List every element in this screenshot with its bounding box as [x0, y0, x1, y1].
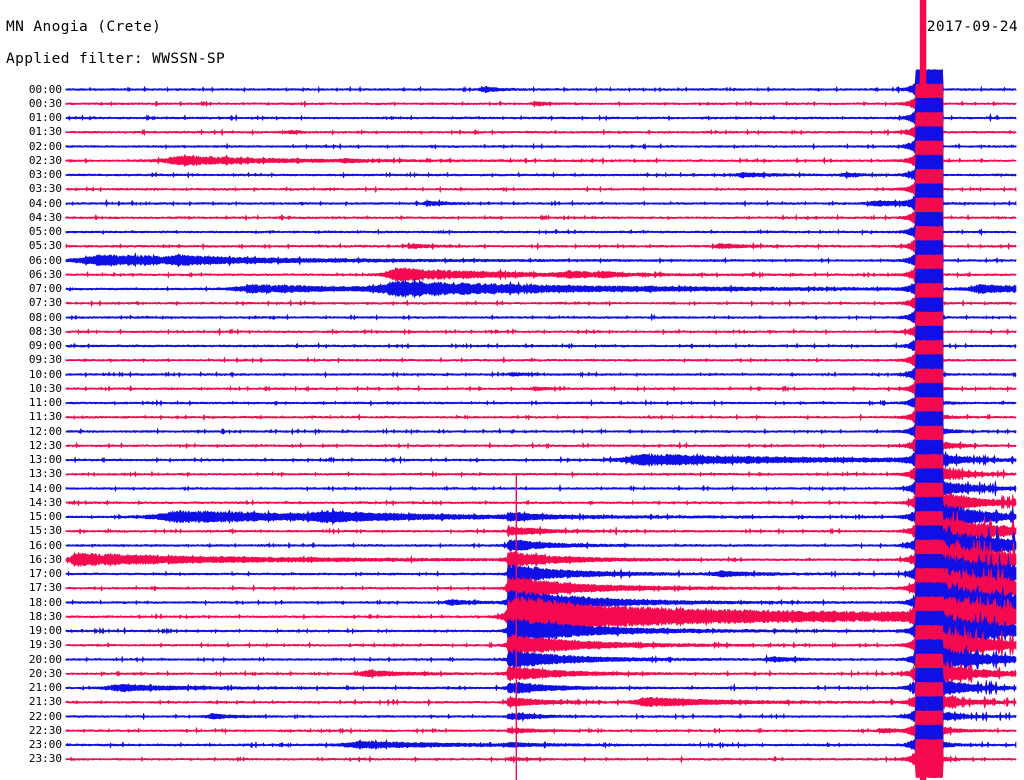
saturated-event-marker [919, 0, 927, 90]
time-axis-label: 13:00 [28, 453, 62, 466]
time-axis-label: 11:30 [28, 410, 62, 424]
time-axis: 00:00 00:30 01:00 01:30 02:00 02:30 03:00 03:30… [0, 0, 66, 780]
time-axis-label: 04:30 [28, 210, 62, 224]
time-axis-label: 22:30 [28, 723, 62, 737]
time-axis-label: 10:00 [28, 367, 62, 381]
time-axis-label: 10:30 [28, 381, 62, 395]
time-axis-label: 07:30 [28, 296, 62, 310]
time-axis-label: 16:00 [28, 538, 62, 552]
time-axis-label: 04:00 [28, 196, 62, 210]
time-axis-label: 08:00 [28, 310, 62, 324]
applied-filter-label: Applied filter: WWSSN-SP [6, 51, 226, 67]
page-title: MN Anogia (Crete) [6, 19, 162, 35]
time-axis-label: 02:30 [28, 153, 62, 167]
time-axis-label: 17:00 [28, 567, 62, 580]
time-axis-label: 00:00 [28, 82, 62, 96]
time-axis-label: 02:00 [28, 139, 62, 153]
time-axis-label: 06:00 [28, 253, 62, 267]
time-axis-label: 15:30 [28, 524, 62, 538]
time-axis-label: 19:30 [28, 638, 62, 652]
time-axis-label: 03:30 [28, 182, 62, 196]
time-axis-label: 23:30 [28, 752, 62, 766]
time-axis-label: 01:00 [28, 111, 62, 124]
time-axis-label: 14:00 [28, 481, 62, 495]
time-axis-label: 06:30 [28, 267, 62, 281]
time-axis-label: 13:30 [28, 467, 62, 481]
time-axis-label: 01:30 [28, 125, 62, 139]
time-axis-label: 21:30 [28, 695, 62, 709]
time-axis-label: 05:30 [28, 239, 62, 253]
time-axis-label: 00:30 [28, 96, 62, 110]
time-axis-label: 09:00 [28, 339, 62, 352]
saturated-event-marker-bottom [919, 759, 927, 780]
time-axis-label: 15:00 [28, 510, 62, 523]
time-axis-label: 16:30 [28, 552, 62, 566]
time-axis-label: 22:00 [28, 709, 62, 723]
time-axis-label: 20:30 [28, 666, 62, 680]
time-axis-label: 19:00 [28, 624, 62, 637]
time-axis-label: 17:30 [28, 581, 62, 595]
time-axis-label: 03:00 [28, 168, 62, 181]
time-axis-label: 08:30 [28, 324, 62, 338]
time-axis-label: 18:00 [28, 595, 62, 609]
time-axis-label: 11:00 [28, 396, 62, 409]
time-axis-label: 14:30 [28, 495, 62, 509]
time-axis-label: 09:30 [28, 353, 62, 367]
time-axis-label: 20:00 [28, 652, 62, 666]
time-axis-label: 21:00 [28, 681, 62, 694]
time-axis-label: 05:00 [28, 225, 62, 238]
time-axis-label: 23:00 [28, 738, 62, 751]
record-date-label: 2017-09-24 [926, 19, 1018, 35]
time-axis-label: 07:00 [28, 282, 62, 295]
time-axis-label: 18:30 [28, 609, 62, 623]
time-axis-label: 12:30 [28, 438, 62, 452]
time-axis-label: 12:00 [28, 424, 62, 438]
